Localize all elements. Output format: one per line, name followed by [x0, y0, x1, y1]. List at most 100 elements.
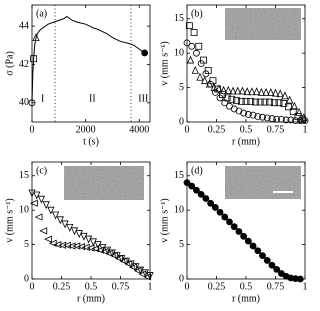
marker [103, 246, 112, 255]
marker [141, 269, 149, 278]
inset-texture [225, 166, 301, 199]
x-axis-label: t (s) [83, 136, 99, 147]
marker [221, 99, 229, 107]
y-tick-label: 15 [174, 170, 184, 181]
marker [271, 88, 280, 97]
marker [105, 249, 114, 258]
marker [249, 111, 257, 119]
x-tick-label: 0.25 [208, 281, 226, 292]
marker [244, 237, 252, 245]
marker [129, 263, 137, 271]
x-axis-label: r (mm) [232, 136, 260, 147]
marker [110, 251, 118, 260]
x-tick-label: 0 [185, 281, 190, 292]
marker [185, 22, 193, 30]
x-tick-label: 0 [30, 124, 35, 135]
marker [224, 85, 232, 94]
marker [70, 227, 79, 236]
marker [191, 65, 199, 74]
marker [294, 113, 302, 120]
marker [286, 95, 294, 104]
x-tick-label: 0.5 [240, 281, 253, 292]
marker [252, 98, 259, 106]
plot-frame [31, 4, 151, 123]
y-tick-label: 10 [174, 47, 184, 58]
marker [67, 242, 76, 250]
marker [188, 42, 196, 50]
marker [277, 115, 285, 123]
marker [233, 97, 240, 105]
marker [95, 246, 104, 254]
inset-texture [64, 166, 144, 200]
marker [197, 60, 205, 67]
marker [282, 116, 290, 124]
marker [197, 190, 205, 198]
marker [133, 267, 142, 275]
marker [205, 79, 214, 88]
marker [215, 84, 223, 93]
region-label: II [89, 93, 96, 104]
y-tick-label: 10 [19, 204, 29, 215]
marker [280, 100, 288, 107]
y-axis-label: v (mm s⁻¹) [4, 198, 15, 242]
panel-label: (b) [191, 8, 203, 19]
marker [47, 206, 55, 215]
marker [136, 266, 145, 275]
marker [44, 235, 52, 243]
marker [275, 99, 283, 107]
x-tick-label: 0 [185, 124, 190, 135]
marker [248, 87, 256, 96]
marker [30, 55, 38, 63]
marker [238, 86, 247, 95]
marker [141, 49, 149, 57]
marker [34, 213, 43, 221]
marker [183, 179, 191, 187]
marker [259, 113, 266, 121]
marker [108, 249, 116, 258]
data-line [31, 15, 145, 103]
marker [235, 228, 243, 235]
x-tick-label: 0.75 [267, 124, 285, 135]
marker [211, 89, 219, 96]
y-tick-label: 10 [174, 204, 184, 215]
marker [257, 87, 265, 96]
y-axis-label: v (mm s⁻¹) [159, 198, 170, 242]
marker [226, 218, 233, 226]
marker [183, 39, 191, 47]
marker [124, 260, 133, 268]
marker [221, 213, 229, 221]
y-axis-label: σ (Pa) [4, 51, 15, 76]
marker [300, 113, 308, 122]
x-tick-label: 2000 [76, 124, 96, 135]
y-tick-label: 15 [19, 170, 29, 181]
panel-label: (c) [36, 165, 47, 176]
marker [218, 91, 226, 98]
marker [202, 70, 210, 78]
marker [296, 275, 304, 283]
marker [58, 241, 67, 249]
marker [234, 86, 242, 95]
marker [201, 76, 209, 85]
marker [252, 87, 261, 96]
y-tick-label: 0 [24, 273, 29, 284]
marker [207, 199, 215, 207]
marker [193, 186, 200, 194]
marker [138, 270, 147, 278]
region-label: I [41, 93, 44, 104]
marker [247, 97, 255, 105]
marker [216, 94, 224, 102]
marker [42, 201, 50, 210]
y-tick-label: 5 [179, 239, 184, 250]
y-axis-label: v (mm s⁻¹) [159, 41, 170, 85]
marker [240, 109, 248, 117]
x-tick-label: 0.25 [208, 124, 226, 135]
x-tick-label: 1 [303, 124, 308, 135]
marker [228, 95, 236, 103]
marker [263, 257, 271, 264]
panel-label: (a) [36, 8, 47, 19]
x-axis-label: r (mm) [232, 293, 260, 304]
marker [209, 77, 217, 85]
y-tick-label: 0 [179, 116, 184, 127]
marker [99, 243, 107, 252]
x-tick-label: 0.75 [112, 281, 130, 292]
